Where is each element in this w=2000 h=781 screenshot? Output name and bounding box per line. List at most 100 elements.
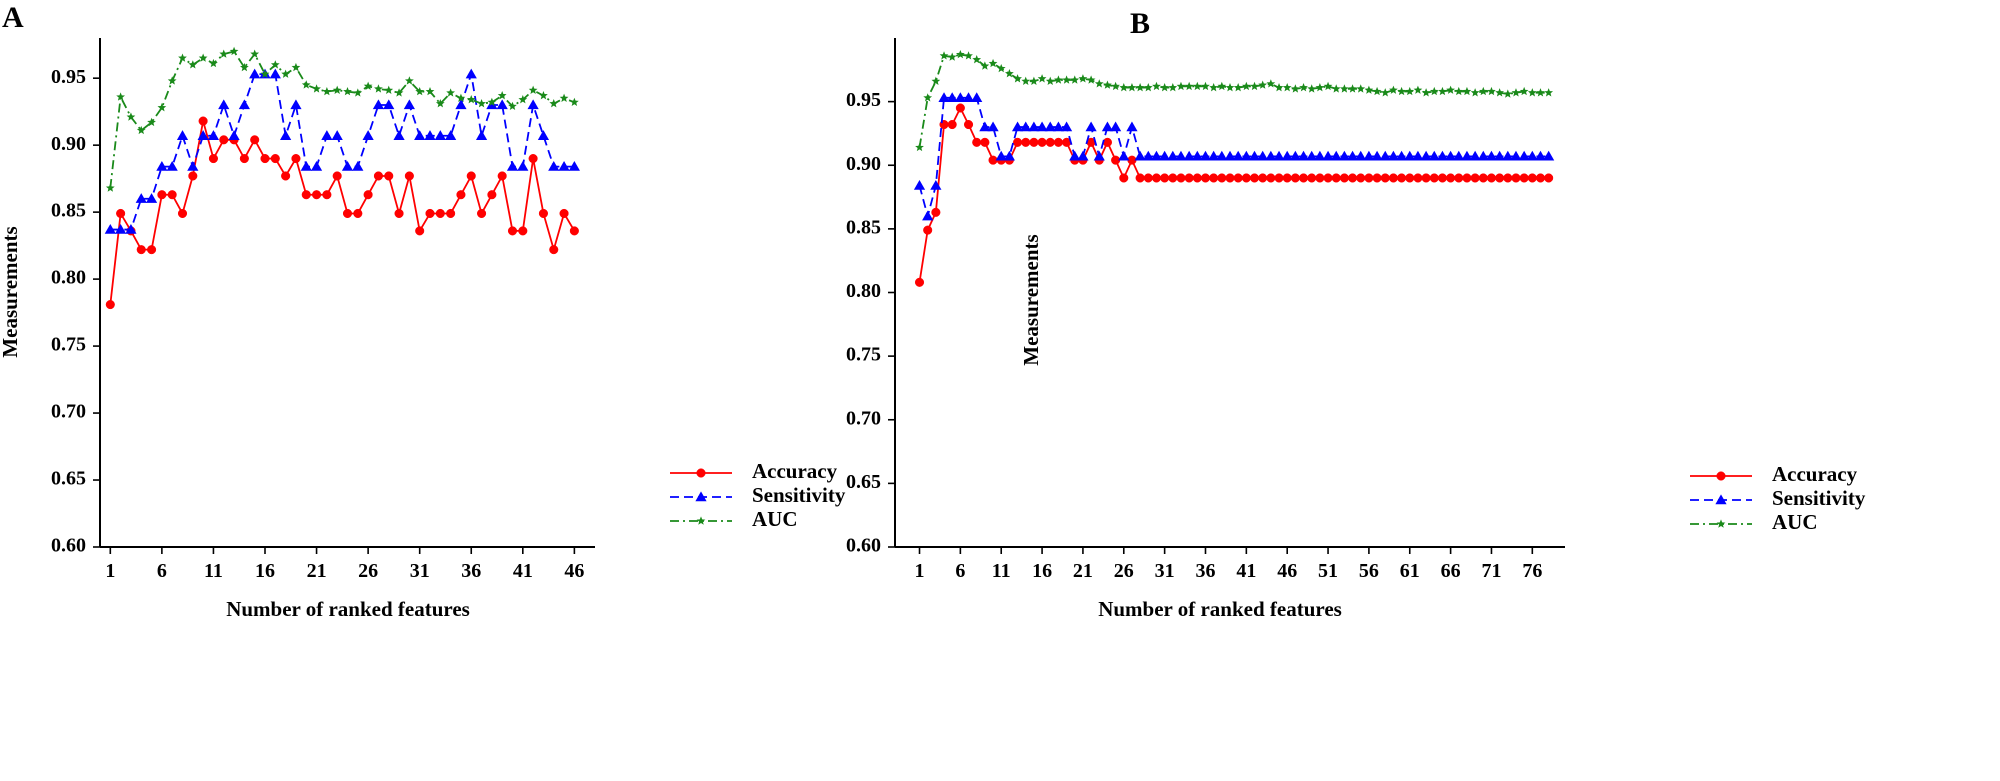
data-point-auc: [405, 76, 414, 85]
data-point-auc: [229, 46, 239, 56]
data-point-accuracy: [1462, 173, 1472, 183]
y-tick-label-a: 0.75: [51, 334, 86, 356]
data-point-sensitivity: [383, 99, 395, 110]
data-point-accuracy: [1429, 173, 1439, 183]
data-point-sensitivity: [1477, 150, 1489, 161]
data-point-sensitivity: [1494, 150, 1506, 161]
data-point-sensitivity: [1175, 150, 1187, 161]
data-point-auc: [332, 85, 342, 94]
data-point-accuracy: [1413, 173, 1423, 183]
data-point-auc: [559, 93, 569, 102]
data-point-auc: [198, 53, 208, 62]
x-tick-label-b: 1: [915, 560, 925, 582]
data-point-auc: [1045, 76, 1055, 85]
data-point-accuracy: [1388, 173, 1398, 183]
data-point-sensitivity: [1093, 150, 1105, 161]
data-point-auc: [1470, 88, 1480, 97]
data-point-accuracy: [1323, 173, 1333, 183]
data-point-auc: [188, 60, 198, 69]
data-point-sensitivity: [1338, 150, 1350, 161]
data-point-accuracy: [1331, 173, 1341, 183]
data-point-accuracy: [1160, 173, 1170, 183]
data-point-auc: [1241, 81, 1251, 91]
data-point-accuracy: [1380, 173, 1390, 183]
data-point-sensitivity: [506, 160, 519, 171]
data-point-auc: [1078, 74, 1088, 83]
series-line-accuracy-a: [109, 120, 576, 305]
data-point-auc: [477, 99, 486, 108]
x-tick-label-a: 36: [461, 560, 481, 582]
x-tick-label-b: 46: [1277, 560, 1297, 582]
data-point-sensitivity: [1363, 150, 1375, 161]
data-point-sensitivity: [145, 193, 158, 203]
data-point-accuracy: [435, 208, 445, 219]
y-tick-label-b: 0.80: [846, 280, 881, 302]
data-point-auc: [508, 101, 517, 111]
legend-marker-auc: [1716, 519, 1726, 528]
y-tick-label-b: 0.70: [846, 407, 881, 429]
data-point-accuracy: [1364, 173, 1374, 183]
data-point-sensitivity: [979, 121, 991, 132]
data-point-accuracy: [312, 190, 322, 200]
data-point-sensitivity: [1199, 150, 1212, 161]
data-point-auc: [456, 93, 466, 102]
data-point-sensitivity: [1412, 150, 1424, 161]
data-point-auc: [1168, 83, 1178, 92]
data-point-accuracy: [219, 135, 229, 145]
data-point-auc: [1478, 86, 1488, 96]
data-point-auc: [136, 125, 146, 135]
data-point-sensitivity: [1518, 150, 1530, 161]
y-tick-label-b: 0.75: [846, 344, 881, 366]
data-point-sensitivity: [1502, 150, 1514, 161]
data-point-auc: [1519, 86, 1529, 96]
data-point-sensitivity: [1020, 121, 1032, 132]
data-point-auc: [281, 69, 290, 78]
data-point-accuracy: [528, 154, 538, 164]
data-point-auc: [105, 183, 115, 192]
data-point-accuracy: [1209, 173, 1219, 183]
data-point-accuracy: [1446, 173, 1456, 183]
data-point-accuracy: [167, 190, 177, 200]
data-point-sensitivity: [310, 160, 323, 171]
x-tick-label-b: 61: [1400, 560, 1420, 582]
x-axis-title-b: Number of ranked features: [1098, 597, 1342, 621]
data-point-sensitivity: [1281, 150, 1293, 161]
data-point-accuracy: [1454, 173, 1464, 183]
data-point-sensitivity: [1453, 150, 1465, 161]
data-point-accuracy: [177, 208, 188, 219]
data-point-auc: [1307, 84, 1317, 93]
x-tick-label-b: 31: [1155, 560, 1175, 582]
data-point-accuracy: [1176, 173, 1186, 183]
data-point-accuracy: [914, 277, 925, 287]
data-point-auc: [487, 97, 497, 107]
data-point-accuracy: [332, 171, 342, 181]
data-point-sensitivity: [166, 160, 178, 171]
data-point-sensitivity: [1134, 150, 1146, 161]
data-point-auc: [466, 95, 476, 104]
data-point-sensitivity: [321, 130, 333, 140]
data-point-sensitivity: [1297, 150, 1310, 161]
x-tick-label-b: 66: [1441, 560, 1461, 582]
legend-marker-accuracy: [1716, 471, 1726, 481]
data-point-accuracy: [518, 226, 528, 236]
data-point-auc: [435, 99, 445, 108]
series-accuracy-a: [105, 116, 579, 310]
series-sensitivity-b: [913, 92, 1555, 221]
data-point-auc: [1094, 79, 1104, 88]
data-point-auc: [343, 86, 352, 96]
data-point-auc: [570, 97, 579, 107]
data-point-accuracy: [955, 103, 965, 113]
data-point-sensitivity: [434, 130, 446, 140]
data-point-accuracy: [250, 135, 260, 145]
data-point-sensitivity: [1322, 150, 1334, 161]
data-point-sensitivity: [393, 130, 405, 140]
y-tick-label-a: 0.70: [51, 401, 86, 423]
data-point-auc: [1209, 83, 1219, 92]
data-point-accuracy: [281, 171, 291, 181]
y-tick-label-a: 0.60: [51, 535, 86, 557]
data-point-accuracy: [1102, 137, 1112, 147]
legend-label-accuracy: Accuracy: [752, 459, 838, 483]
data-point-accuracy: [1282, 173, 1292, 183]
data-point-accuracy: [1013, 137, 1023, 147]
